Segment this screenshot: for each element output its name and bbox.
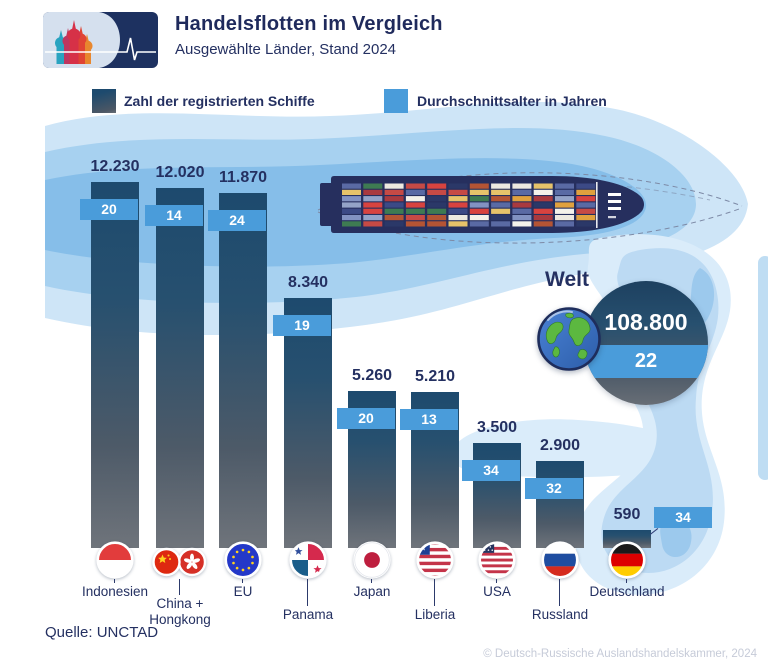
age-badge: 13 xyxy=(400,409,458,430)
flag-label-connector xyxy=(371,579,372,583)
ship-superstructure xyxy=(596,182,621,228)
ships-count-label: 5.210 xyxy=(414,368,456,385)
age-badge: 34 xyxy=(654,507,712,528)
bar-group-indonesien: 12.230 20 Indonesien xyxy=(80,0,148,670)
world-circle: 108.800 22 xyxy=(584,281,708,405)
copyright-note: © Deutsch-Russische Auslandshandelskamme… xyxy=(483,648,757,660)
country-label: Deutschland xyxy=(589,584,665,599)
country-label: Liberia xyxy=(414,607,456,622)
country-label: Russland xyxy=(531,607,589,622)
age-badge: 20 xyxy=(80,199,138,220)
ships-count-label: 5.260 xyxy=(351,367,393,384)
ships-bar xyxy=(473,443,521,548)
flag-eu-icon xyxy=(224,541,262,579)
container-ship-illustration xyxy=(317,172,743,244)
ships-bar xyxy=(284,298,332,548)
globe-icon xyxy=(536,306,602,372)
bar-group-japan: 5.260 20 Japan xyxy=(337,0,396,670)
ships-count-label: 11.870 xyxy=(218,169,268,186)
flag-label-connector xyxy=(307,579,308,606)
bar-group-russland: 2.900 32 Russland xyxy=(525,0,588,670)
ships-count-label: 3.500 xyxy=(476,419,518,436)
flag-indonesia-icon xyxy=(96,541,134,579)
flag-liberia-icon xyxy=(416,541,454,579)
country-label: Panama xyxy=(282,607,334,622)
flag-usa-icon xyxy=(478,541,516,579)
age-badge: 24 xyxy=(208,210,266,231)
eu-stars xyxy=(232,548,254,572)
container-stacks xyxy=(342,183,596,227)
flag-russia-icon xyxy=(541,541,579,579)
bar-group-china-hongkong: 12.020 14 China + Hongkong xyxy=(145,0,211,670)
bar-group-usa: 3.500 34 USA xyxy=(462,0,521,670)
ships-count-label: 590 xyxy=(613,506,641,523)
flag-label-connector xyxy=(114,579,115,583)
flag-label-connector xyxy=(242,579,243,583)
hk-bauhinia xyxy=(183,553,201,570)
legend-label-ships: Zahl der registrierten Schiffe xyxy=(124,93,315,109)
bar-group-liberia: 5.210 13 Liberia xyxy=(400,0,459,670)
legend-swatch-ships xyxy=(92,89,116,113)
country-label: USA xyxy=(483,584,511,599)
source-note: Quelle: UNCTAD xyxy=(45,624,159,641)
ships-bar xyxy=(219,193,267,548)
bar-group-deutschland: 590 34 Deutschland xyxy=(589,0,712,670)
ships-bar xyxy=(536,461,584,548)
flag-panama-icon xyxy=(289,541,327,579)
flag-label-connector xyxy=(179,579,180,595)
ships-count-label: 12.230 xyxy=(90,158,140,175)
ships-count-label: 12.020 xyxy=(155,164,205,181)
ship-stern xyxy=(320,183,333,226)
ships-count-label: 8.340 xyxy=(287,274,329,291)
age-badge: 20 xyxy=(337,408,395,429)
ships-bar xyxy=(91,182,139,548)
page-subtitle: Ausgewählte Länder, Stand 2024 xyxy=(175,41,397,58)
bar-group-panama: 8.340 19 Panama xyxy=(273,0,333,670)
legend-swatch-age xyxy=(384,89,408,113)
flag-china-hongkong-icon xyxy=(152,547,208,577)
age-badge: 34 xyxy=(462,460,520,481)
flag-japan-icon xyxy=(353,541,391,579)
pulse-line-icon xyxy=(45,37,156,61)
age-badge: 14 xyxy=(145,205,203,226)
bar-group-eu: 11.870 24 EU xyxy=(208,0,267,670)
ahk-logo xyxy=(43,12,158,68)
ships-bar xyxy=(156,188,204,548)
country-label: Japan xyxy=(353,584,391,599)
world-ships-count: 108.800 xyxy=(604,309,688,335)
flag-label-connector xyxy=(559,579,560,606)
country-label: China + Hongkong xyxy=(149,596,211,627)
legend-label-age: Durchschnittsalter in Jahren xyxy=(417,93,607,109)
page-title: Handelsflotten im Vergleich xyxy=(175,13,443,35)
world-age-band: 22 xyxy=(584,345,708,378)
flag-germany-icon xyxy=(608,541,646,579)
world-label: Welt xyxy=(545,268,589,291)
flag-label-connector xyxy=(496,579,497,583)
flag-label-connector xyxy=(434,579,435,606)
ships-bar xyxy=(603,530,651,548)
age-badge: 32 xyxy=(525,478,583,499)
ships-count-label: 2.900 xyxy=(539,437,581,454)
country-label: Indonesien xyxy=(81,584,149,599)
age-badge: 19 xyxy=(273,315,331,336)
flag-label-connector xyxy=(626,579,627,583)
country-label: EU xyxy=(233,584,253,599)
